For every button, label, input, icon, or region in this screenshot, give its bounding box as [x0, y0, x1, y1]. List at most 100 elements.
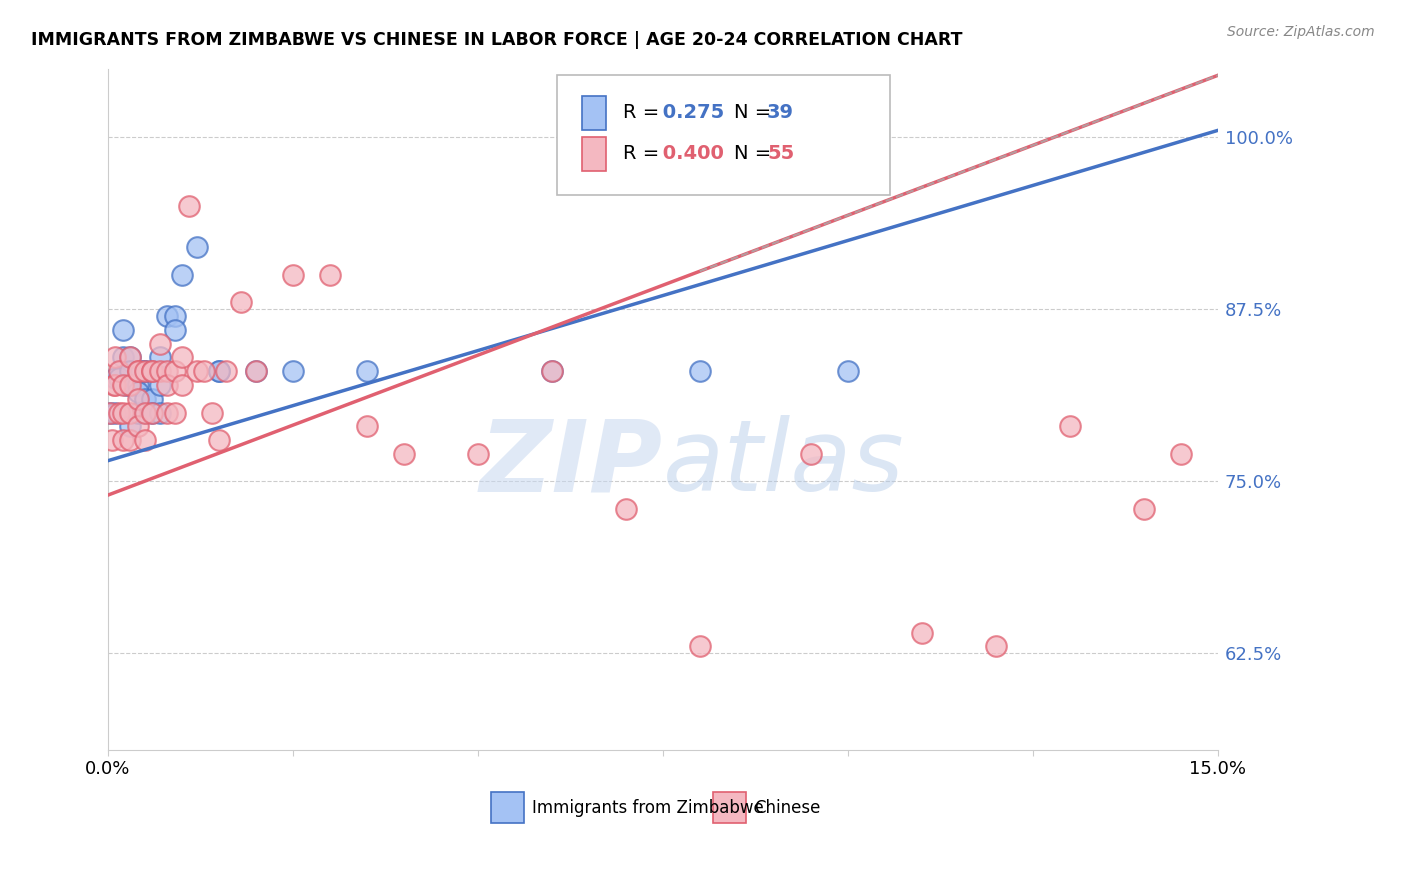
- Point: [100, 433, 122, 447]
- Point: [179, 199, 201, 213]
- Point: [149, 405, 172, 419]
- Point: [120, 378, 142, 392]
- Text: 0.400: 0.400: [657, 145, 724, 163]
- Text: Source: ZipAtlas.com: Source: ZipAtlas.com: [1227, 25, 1375, 39]
- Point: [614, 501, 637, 516]
- Point: [127, 364, 149, 378]
- Text: R =: R =: [623, 103, 665, 122]
- Point: [170, 268, 193, 282]
- Point: [127, 419, 149, 434]
- Point: [120, 378, 142, 392]
- Point: [170, 378, 193, 392]
- Point: [103, 378, 125, 392]
- Point: [163, 364, 186, 378]
- Point: [392, 447, 415, 461]
- Point: [837, 364, 859, 378]
- Point: [108, 405, 131, 419]
- FancyBboxPatch shape: [582, 95, 606, 130]
- Point: [170, 351, 193, 365]
- Point: [467, 447, 489, 461]
- Point: [231, 295, 253, 310]
- Point: [98, 405, 121, 419]
- Text: N =: N =: [734, 103, 778, 122]
- Point: [1059, 419, 1081, 434]
- Point: [149, 351, 172, 365]
- Text: Chinese: Chinese: [754, 798, 820, 816]
- Text: N =: N =: [734, 145, 778, 163]
- Point: [111, 323, 134, 337]
- Text: ZIP: ZIP: [479, 415, 662, 512]
- Point: [141, 364, 163, 378]
- Point: [104, 371, 127, 385]
- Point: [111, 433, 134, 447]
- Point: [127, 364, 149, 378]
- Point: [127, 405, 149, 419]
- Point: [134, 433, 156, 447]
- Point: [120, 351, 142, 365]
- Point: [540, 364, 562, 378]
- Point: [120, 419, 142, 434]
- Text: R =: R =: [623, 145, 665, 163]
- Point: [163, 405, 186, 419]
- Point: [120, 405, 142, 419]
- Point: [134, 392, 156, 406]
- Point: [111, 351, 134, 365]
- Text: 39: 39: [768, 103, 794, 122]
- FancyBboxPatch shape: [713, 792, 747, 822]
- Point: [1132, 501, 1154, 516]
- Point: [141, 364, 163, 378]
- Point: [186, 240, 208, 254]
- Point: [108, 371, 131, 385]
- Point: [208, 364, 231, 378]
- Text: Immigrants from Zimbabwe: Immigrants from Zimbabwe: [531, 798, 763, 816]
- Point: [120, 433, 142, 447]
- FancyBboxPatch shape: [557, 75, 890, 194]
- Point: [111, 378, 134, 392]
- Point: [356, 364, 378, 378]
- Point: [134, 364, 156, 378]
- Text: 55: 55: [768, 145, 794, 163]
- Point: [911, 625, 934, 640]
- Point: [245, 364, 267, 378]
- Point: [156, 405, 179, 419]
- Point: [281, 268, 304, 282]
- Point: [215, 364, 238, 378]
- Point: [98, 405, 121, 419]
- Point: [134, 405, 156, 419]
- Point: [149, 364, 172, 378]
- Point: [141, 405, 163, 419]
- Point: [134, 364, 156, 378]
- Point: [127, 378, 149, 392]
- Point: [689, 640, 711, 654]
- Point: [134, 364, 156, 378]
- Point: [245, 364, 267, 378]
- Point: [319, 268, 342, 282]
- Point: [193, 364, 215, 378]
- Point: [108, 364, 131, 378]
- Point: [149, 378, 172, 392]
- FancyBboxPatch shape: [582, 136, 606, 170]
- Text: IMMIGRANTS FROM ZIMBABWE VS CHINESE IN LABOR FORCE | AGE 20-24 CORRELATION CHART: IMMIGRANTS FROM ZIMBABWE VS CHINESE IN L…: [31, 31, 963, 49]
- Point: [104, 405, 127, 419]
- Point: [115, 378, 138, 392]
- Point: [111, 405, 134, 419]
- Point: [127, 384, 149, 399]
- Point: [141, 364, 163, 378]
- Point: [208, 364, 231, 378]
- Point: [120, 364, 142, 378]
- Point: [127, 392, 149, 406]
- Point: [129, 364, 152, 378]
- Point: [163, 323, 186, 337]
- Point: [186, 364, 208, 378]
- Point: [120, 351, 142, 365]
- Point: [689, 364, 711, 378]
- Point: [149, 336, 172, 351]
- Point: [134, 405, 156, 419]
- Point: [984, 640, 1007, 654]
- Point: [104, 351, 127, 365]
- Point: [1170, 447, 1192, 461]
- Point: [141, 392, 163, 406]
- Point: [281, 364, 304, 378]
- Point: [200, 405, 222, 419]
- Point: [141, 405, 163, 419]
